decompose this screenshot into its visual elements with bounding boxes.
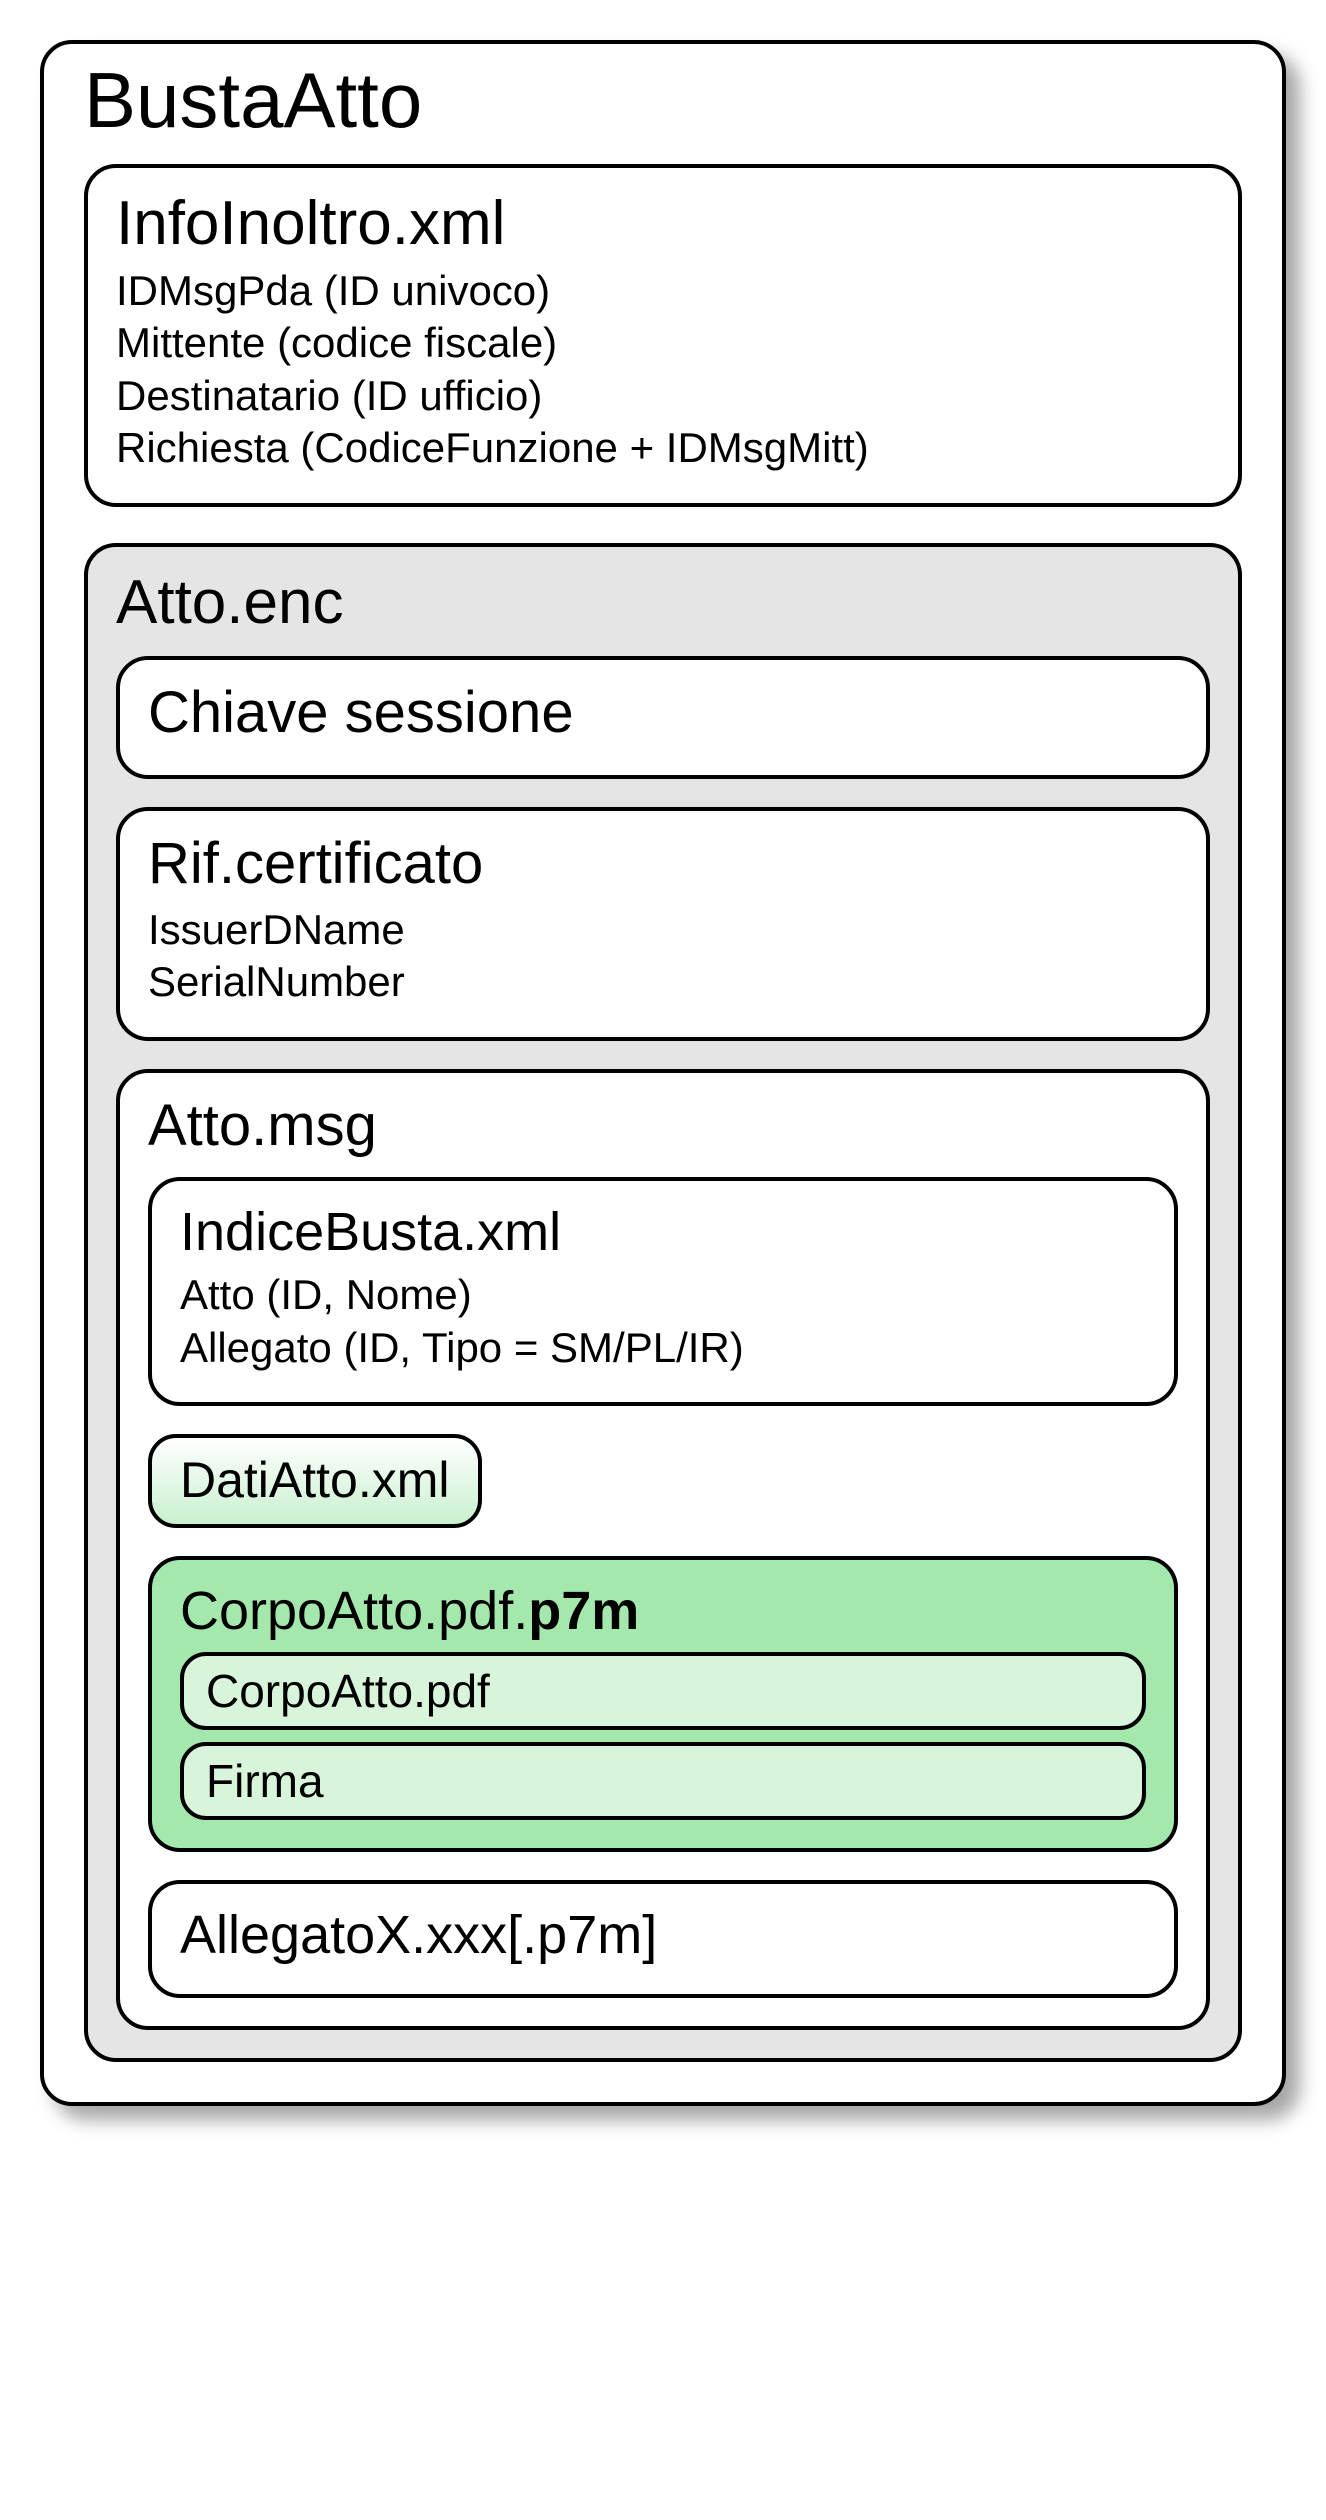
indice-busta-line: Allegato (ID, Tipo = SM/PL/IR) bbox=[180, 1322, 1146, 1375]
indice-busta-line: Atto (ID, Nome) bbox=[180, 1269, 1146, 1322]
corpo-atto-pill-label: CorpoAtto.pdf bbox=[206, 1665, 490, 1717]
atto-msg-box: Atto.msg IndiceBusta.xml Atto (ID, Nome)… bbox=[116, 1069, 1210, 2030]
indice-busta-title: IndiceBusta.xml bbox=[180, 1201, 1146, 1263]
atto-msg-title: Atto.msg bbox=[148, 1093, 1178, 1160]
corpo-atto-title-bold: p7m bbox=[528, 1581, 639, 1641]
corpo-atto-box: CorpoAtto.pdf.p7m CorpoAtto.pdf Firma bbox=[148, 1556, 1178, 1852]
info-inoltro-line: Mittente (codice fiscale) bbox=[116, 317, 1210, 370]
corpo-atto-title: CorpoAtto.pdf.p7m bbox=[180, 1580, 1146, 1642]
info-inoltro-box: InfoInoltro.xml IDMsgPda (ID univoco) Mi… bbox=[84, 164, 1242, 507]
rif-certificato-box: Rif.certificato IssuerDName SerialNumber bbox=[116, 807, 1210, 1041]
busta-atto-container: BustaAtto InfoInoltro.xml IDMsgPda (ID u… bbox=[40, 40, 1286, 2106]
chiave-sessione-box: Chiave sessione bbox=[116, 656, 1210, 779]
rif-certificato-line: IssuerDName bbox=[148, 904, 1178, 957]
atto-enc-box: Atto.enc Chiave sessione Rif.certificato… bbox=[84, 543, 1242, 2062]
atto-enc-title: Atto.enc bbox=[116, 567, 1210, 638]
chiave-sessione-title: Chiave sessione bbox=[148, 680, 1178, 747]
firma-pill-label: Firma bbox=[206, 1755, 324, 1807]
info-inoltro-line: Destinatario (ID ufficio) bbox=[116, 370, 1210, 423]
corpo-atto-title-prefix: CorpoAtto.pdf. bbox=[180, 1581, 528, 1641]
allegato-box: AllegatoX.xxx[.p7m] bbox=[148, 1880, 1178, 1998]
busta-atto-title: BustaAtto bbox=[84, 56, 1242, 146]
info-inoltro-title: InfoInoltro.xml bbox=[116, 188, 1210, 259]
dati-atto-title: DatiAtto.xml bbox=[180, 1452, 450, 1508]
dati-atto-box: DatiAtto.xml bbox=[148, 1434, 482, 1528]
rif-certificato-title: Rif.certificato bbox=[148, 831, 1178, 898]
firma-pill: Firma bbox=[180, 1742, 1146, 1820]
indice-busta-box: IndiceBusta.xml Atto (ID, Nome) Allegato… bbox=[148, 1177, 1178, 1406]
corpo-atto-pill: CorpoAtto.pdf bbox=[180, 1652, 1146, 1730]
allegato-title: AllegatoX.xxx[.p7m] bbox=[180, 1904, 1146, 1966]
info-inoltro-line: IDMsgPda (ID univoco) bbox=[116, 265, 1210, 318]
info-inoltro-line: Richiesta (CodiceFunzione + IDMsgMitt) bbox=[116, 422, 1210, 475]
rif-certificato-line: SerialNumber bbox=[148, 956, 1178, 1009]
